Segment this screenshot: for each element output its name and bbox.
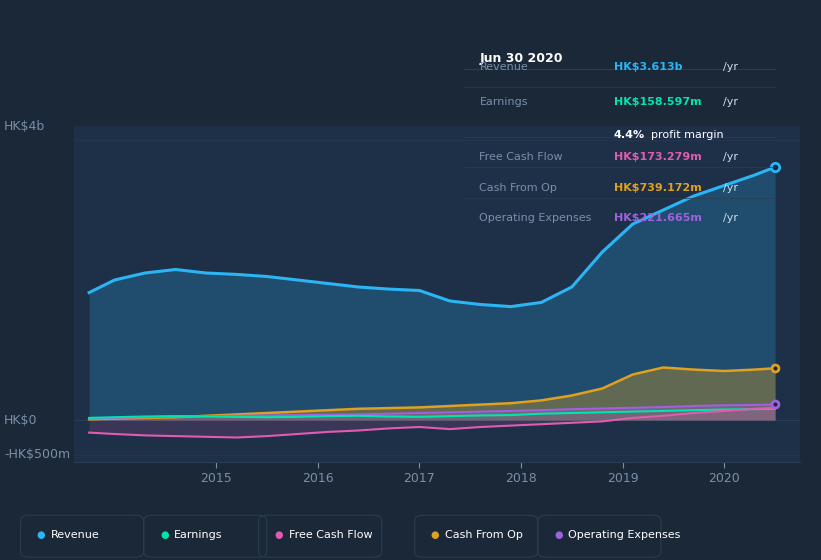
Text: Operating Expenses: Operating Expenses	[568, 530, 681, 540]
Text: HK$221.665m: HK$221.665m	[613, 213, 701, 223]
Text: HK$4b: HK$4b	[4, 119, 45, 133]
Text: Revenue: Revenue	[51, 530, 99, 540]
Text: Free Cash Flow: Free Cash Flow	[479, 152, 563, 162]
Text: /yr: /yr	[722, 152, 738, 162]
Text: /yr: /yr	[722, 97, 738, 107]
Text: Operating Expenses: Operating Expenses	[479, 213, 592, 223]
Text: HK$173.279m: HK$173.279m	[613, 152, 701, 162]
Text: Jun 30 2020: Jun 30 2020	[479, 52, 563, 64]
Text: Earnings: Earnings	[479, 97, 528, 107]
Text: HK$0: HK$0	[4, 413, 38, 427]
Text: ●: ●	[431, 530, 439, 540]
Text: profit margin: profit margin	[651, 130, 723, 139]
Text: ●: ●	[37, 530, 45, 540]
Text: Earnings: Earnings	[174, 530, 222, 540]
Text: Cash From Op: Cash From Op	[445, 530, 523, 540]
Text: /yr: /yr	[722, 183, 738, 193]
Text: Free Cash Flow: Free Cash Flow	[289, 530, 373, 540]
Text: ●: ●	[275, 530, 283, 540]
Text: HK$3.613b: HK$3.613b	[613, 62, 682, 72]
Text: /yr: /yr	[722, 213, 738, 223]
Text: Cash From Op: Cash From Op	[479, 183, 557, 193]
Text: HK$739.172m: HK$739.172m	[613, 183, 701, 193]
Text: HK$158.597m: HK$158.597m	[613, 97, 701, 107]
Text: /yr: /yr	[722, 62, 738, 72]
Text: Revenue: Revenue	[479, 62, 528, 72]
Text: ●: ●	[160, 530, 168, 540]
Text: -HK$500m: -HK$500m	[4, 449, 71, 461]
Text: 4.4%: 4.4%	[613, 130, 644, 139]
Text: ●: ●	[554, 530, 562, 540]
